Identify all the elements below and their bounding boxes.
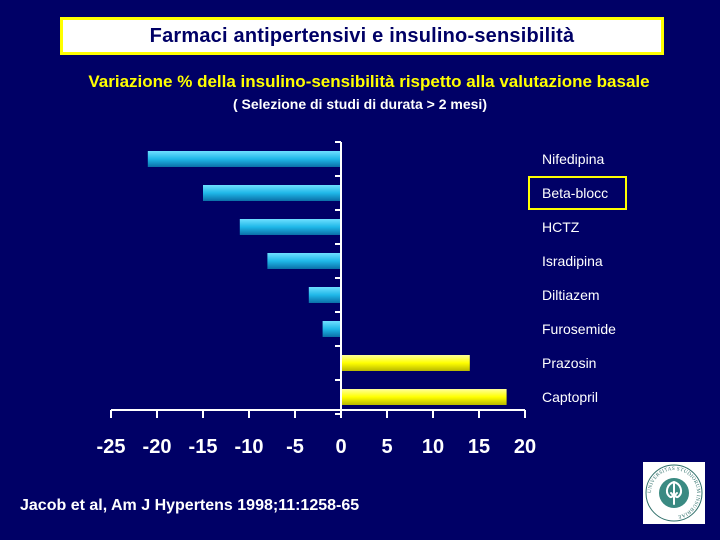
x-tick-label: -15: [189, 436, 218, 458]
slide-title: Farmaci antipertensivi e insulino-sensib…: [149, 24, 575, 47]
category-label: Isradipina: [542, 253, 603, 269]
x-tick-label: -25: [97, 436, 126, 458]
bar-captopril: [341, 389, 507, 405]
highlight-box: [528, 176, 627, 210]
bar-beta-blocc: [203, 185, 341, 201]
x-tick-label: -5: [286, 436, 304, 458]
bar-prazosin: [341, 355, 470, 371]
category-label: Captopril: [542, 389, 598, 405]
university-logo: UNIVERSITAS STUDIORUM INSUBRIAE: [643, 462, 705, 524]
bar-nifedipina: [147, 151, 341, 167]
x-tick-label: -10: [235, 436, 264, 458]
x-tick-label: 5: [381, 436, 392, 458]
x-tick-label: 0: [335, 436, 346, 458]
category-label: Furosemide: [542, 321, 616, 337]
title-box: Farmaci antipertensivi e insulino-sensib…: [60, 17, 664, 55]
category-label: Prazosin: [542, 355, 596, 371]
x-tick-label: 15: [468, 436, 490, 458]
bar-diltiazem: [308, 287, 341, 303]
category-label: Diltiazem: [542, 287, 600, 303]
category-label: Beta-blocc: [542, 185, 608, 201]
bar-hctz: [239, 219, 341, 235]
selection-note: ( Selezione di studi di durata > 2 mesi): [232, 96, 487, 112]
category-label: HCTZ: [542, 219, 580, 235]
bar-furosemide: [322, 321, 341, 337]
x-tick-label: 10: [422, 436, 444, 458]
category-label: Nifedipina: [542, 151, 604, 167]
chart-subtitle: Variazione % della insulino-sensibilità …: [88, 72, 650, 91]
university-seal-icon: UNIVERSITAS STUDIORUM INSUBRIAE: [645, 464, 703, 522]
citation: Jacob et al, Am J Hypertens 1998;11:1258…: [20, 497, 360, 514]
x-tick-label: 20: [514, 436, 536, 458]
x-tick-label: -20: [143, 436, 172, 458]
bar-isradipina: [267, 253, 341, 269]
